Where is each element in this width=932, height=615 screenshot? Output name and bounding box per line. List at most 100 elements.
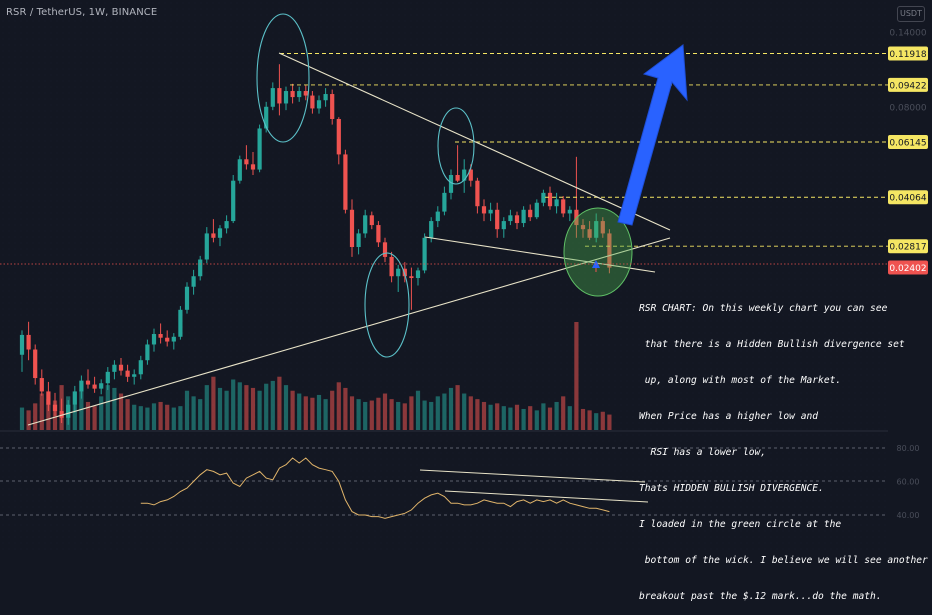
volume-bar: [396, 401, 401, 430]
candle: [158, 323, 163, 344]
rsi-lower-trendline: [444, 490, 649, 503]
candle: [59, 398, 64, 423]
mid-circle: [437, 107, 475, 185]
candle: [184, 282, 190, 314]
volume-bar: [191, 396, 196, 430]
candle: [257, 124, 262, 173]
volume-bar: [72, 404, 77, 430]
volume-bar: [567, 406, 572, 430]
candle: [594, 213, 599, 243]
volume-bar: [455, 385, 460, 430]
price-chart[interactable]: 0.14000 0.11918 0.09422 0.08000 0.06145 0.040…: [0, 0, 932, 550]
candle: [508, 209, 513, 226]
note-line: bottom of the wick. I believe we will se…: [639, 555, 928, 566]
volume-bar: [237, 382, 242, 430]
currency-badge[interactable]: USDT: [897, 6, 925, 22]
rsi-pane: [0, 447, 888, 519]
candle: [534, 199, 539, 220]
volume-bar: [46, 399, 51, 430]
candle: [514, 211, 520, 230]
volume-bar: [554, 401, 559, 430]
volume-bar: [184, 390, 190, 430]
price-axis-label: 0.04064: [889, 194, 926, 204]
volume-bar: [244, 385, 249, 430]
candle: [369, 211, 374, 230]
inner-support-line: [424, 236, 656, 273]
candle: [211, 219, 216, 243]
candle: [250, 152, 256, 176]
volume-bar: [561, 396, 566, 430]
volume-bar: [349, 396, 355, 430]
upper-trendline: [278, 52, 671, 231]
green-entry-circle: [563, 207, 633, 297]
volume-bar: [99, 396, 104, 430]
note-line: When Price has a higher low and: [639, 411, 819, 422]
price-axis[interactable]: 0.14000 0.11918 0.09422 0.08000 0.06145 0.040…: [888, 29, 928, 521]
candle: [495, 202, 500, 238]
volume-bar: [356, 399, 361, 430]
candle: [171, 333, 176, 350]
volume-bar: [178, 406, 183, 430]
volume-bar: [534, 410, 539, 430]
volume-bar: [429, 401, 434, 430]
volume-bar: [363, 401, 368, 430]
candle: [224, 215, 229, 234]
candle: [39, 369, 44, 396]
volume-bar: [521, 408, 526, 430]
volume-bar: [435, 396, 440, 430]
volume-bar: [19, 407, 25, 430]
symbol-title[interactable]: RSR / TetherUS, 1W, BINANCE: [6, 7, 158, 18]
volume-bar: [79, 390, 84, 430]
candle: [72, 385, 77, 413]
candle: [402, 262, 407, 283]
price-axis-label: 0.08000: [889, 103, 926, 113]
candle: [541, 189, 546, 207]
candle: [455, 145, 460, 183]
candle: [217, 225, 223, 247]
volume-bar: [283, 385, 289, 430]
volume-bar: [541, 403, 546, 430]
volume-bar: [376, 397, 381, 430]
candle: [46, 381, 51, 412]
volume-bar: [158, 401, 163, 430]
price-axis-label: 0.02402: [889, 264, 926, 274]
volume-bar: [224, 390, 229, 430]
volume-bar: [587, 410, 592, 430]
volume-bar: [442, 393, 447, 430]
candle: [521, 206, 526, 228]
candle: [462, 159, 467, 193]
volume-bar: [495, 403, 500, 430]
volume-bar: [481, 401, 487, 430]
volume-bar: [594, 413, 599, 430]
candle: [343, 149, 348, 214]
volume-bar: [508, 407, 513, 430]
candle: [442, 186, 447, 216]
rsi-axis-label: 60.00: [897, 478, 920, 487]
volume-bar: [270, 380, 275, 430]
note-line: breakout past the $.12 mark...do the mat…: [639, 591, 882, 602]
target-arrow: [617, 44, 688, 226]
candle: [270, 82, 275, 111]
candle: [19, 330, 25, 372]
volume-bar: [231, 379, 236, 430]
volume-bar: [211, 376, 216, 430]
rsi-axis-label: 80.00: [897, 444, 920, 453]
volume-bar: [145, 407, 150, 430]
volume-bar: [514, 404, 520, 430]
candle: [580, 219, 586, 238]
lower-trendline: [27, 237, 671, 426]
note-line: RSR CHART: On this weekly chart you can …: [639, 303, 888, 314]
candle: [376, 221, 381, 248]
candle: [145, 339, 150, 365]
candle: [422, 233, 427, 274]
volume-bar: [250, 387, 256, 430]
note-line: up, along with most of the Market.: [639, 375, 842, 386]
annotation-circles: [256, 13, 475, 358]
trendlines: [27, 52, 671, 426]
volume-bar: [402, 403, 407, 430]
note-line: I loaded in the green circle at the: [639, 519, 842, 530]
candle: [112, 360, 117, 380]
volume-bar: [580, 408, 586, 430]
rsi-upper-trendline: [419, 469, 646, 483]
price-tag: [888, 46, 928, 61]
